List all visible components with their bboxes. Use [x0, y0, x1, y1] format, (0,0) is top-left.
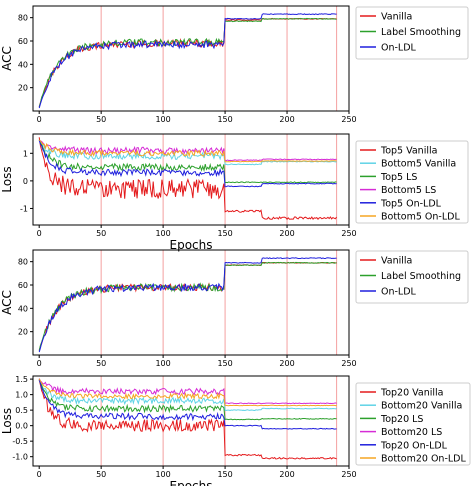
legend-entry: Top20 Vanilla [380, 388, 443, 399]
legend-entry: Label Smoothing [381, 271, 461, 282]
x-tick-label: 150 [217, 470, 232, 479]
series-line-top20-vanilla [38, 380, 337, 460]
legend-entry: Top5 Vanilla [380, 146, 437, 157]
x-tick-label: 200 [279, 470, 294, 479]
series-line-top20-ls [38, 379, 337, 421]
legend-entry: Top20 On-LDL [380, 440, 448, 451]
y-axis-label: Loss [0, 166, 14, 192]
x-tick-label: 250 [341, 470, 356, 479]
x-tick-label: 50 [96, 359, 106, 368]
y-tick-label: 40 [18, 304, 28, 313]
legend: Vanilla Label Smoothing On-LDL [355, 250, 469, 304]
x-tick-label: 250 [341, 229, 356, 238]
legend-entry: Label Smoothing [381, 27, 461, 38]
series-line-top5-ls [38, 139, 337, 184]
x-tick-label: 0 [37, 115, 42, 124]
series-line-bottom20-ls [38, 378, 337, 405]
y-axis-label: ACC [0, 290, 14, 315]
y-tick-label: 60 [18, 37, 28, 46]
x-axis-label: Epochs [170, 238, 213, 252]
y-axis-label: ACC [0, 46, 14, 71]
legend-entry: Top20 LS [380, 414, 423, 425]
legend-entry: Vanilla [381, 256, 412, 267]
legend: Vanilla Label Smoothing On-LDL [355, 6, 469, 60]
x-tick-label: 100 [155, 229, 170, 238]
series-line-label-smoothing [38, 17, 337, 107]
y-tick-label: -1 [20, 204, 28, 213]
plot-frame [32, 5, 350, 112]
series-line-bottom20-on-ldl [38, 378, 337, 407]
legend-entry: Bottom5 LS [381, 185, 436, 196]
x-tick-label: 200 [279, 115, 294, 124]
legend-entry: Bottom20 Vanilla [381, 401, 462, 412]
legend: Top5 Vanilla Bottom5 Vanilla Top5 LS Bottom… [355, 140, 469, 224]
x-tick-label: 250 [341, 359, 356, 368]
x-tick-label: 150 [217, 115, 232, 124]
y-tick-label: 80 [18, 14, 28, 23]
series-line-on-ldl [38, 13, 337, 109]
chart-panel-4: 0 50 100 150 200 250 -1.0 -0.5 0.0 0.5 1.0 1.5 Loss E… [0, 375, 471, 486]
series-line-top5-on-ldl [38, 140, 337, 188]
x-tick-label: 200 [279, 229, 294, 238]
series-line-top5-vanilla [38, 137, 338, 221]
legend-entry: Top5 LS [380, 172, 417, 183]
y-axis-label: Loss [0, 408, 14, 434]
y-tick-label: 0.5 [15, 406, 28, 415]
y-tick-label: 40 [18, 60, 28, 69]
plot-frame [32, 133, 350, 226]
chart-panel-3: 0 50 100 150 200 250 20 40 60 80 ACC Vanilla Label S… [0, 249, 469, 368]
x-axis-label: Epochs [170, 479, 213, 486]
series-line-vanilla [38, 17, 337, 108]
x-tick-label: 150 [217, 359, 232, 368]
x-tick-label: 100 [155, 115, 170, 124]
series-line-label-smoothing [38, 261, 337, 351]
series-line-bottom20-vanilla [38, 379, 337, 412]
legend-entry: Bottom20 On-LDL [381, 454, 466, 465]
y-tick-label: 0 [23, 177, 28, 186]
legend-entry: Bottom20 LS [381, 427, 442, 438]
y-tick-label: 1.5 [15, 375, 28, 384]
y-tick-label: 60 [18, 281, 28, 290]
legend-entry: Top5 On-LDL [380, 198, 442, 209]
y-tick-label: 1 [23, 149, 28, 158]
series-line-vanilla [38, 261, 337, 351]
y-tick-label: 20 [18, 84, 28, 93]
chart-panel-2: 0 50 100 150 200 250 -1 0 1 Loss Epochs Top5 Vanill… [0, 133, 469, 252]
x-tick-label: 0 [37, 470, 42, 479]
legend-entry: Vanilla [381, 12, 412, 23]
legend: Top20 Vanilla Bottom20 Vanilla Top20 LS Bot… [355, 382, 471, 466]
y-tick-label: 1.0 [15, 391, 28, 400]
x-tick-label: 50 [96, 470, 106, 479]
x-tick-label: 100 [155, 359, 170, 368]
plot-frame [32, 249, 350, 356]
series-line-bottom5-on-ldl [38, 139, 337, 163]
x-tick-label: 150 [217, 229, 232, 238]
x-tick-label: 0 [37, 359, 42, 368]
y-tick-label: 20 [18, 328, 28, 337]
y-tick-label: 80 [18, 258, 28, 267]
series-line-top20-on-ldl [38, 379, 337, 430]
series-line-on-ldl [38, 257, 337, 353]
y-tick-label: -1.0 [12, 453, 28, 462]
x-tick-label: 200 [279, 359, 294, 368]
x-tick-label: 0 [37, 229, 42, 238]
chart-panel-1: 0 50 100 150 200 250 20 40 60 80 ACC Vanilla Label S… [0, 5, 469, 124]
x-tick-label: 50 [96, 115, 106, 124]
plot-frame [32, 375, 350, 467]
legend-entry: Bottom5 Vanilla [381, 159, 456, 170]
y-tick-label: 0.0 [15, 422, 28, 431]
legend-entry: On-LDL [381, 287, 417, 298]
x-tick-label: 100 [155, 470, 170, 479]
legend-entry: Bottom5 On-LDL [381, 212, 460, 223]
y-tick-label: -0.5 [12, 437, 28, 446]
x-tick-label: 50 [96, 229, 106, 238]
legend-entry: On-LDL [381, 43, 417, 54]
x-tick-label: 250 [341, 115, 356, 124]
